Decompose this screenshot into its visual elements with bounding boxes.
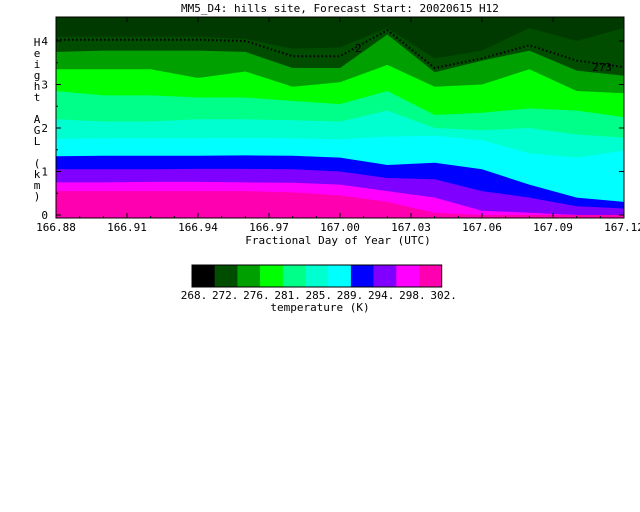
x-tick-label: 166.97 (249, 221, 289, 234)
chart-title: MM5_D4: hills site, Forecast Start: 2002… (181, 2, 499, 15)
y-label-char: i (34, 58, 41, 71)
colorbar-swatch (305, 265, 329, 287)
colorbar-tick-label: 302. (430, 289, 457, 302)
colorbar-swatch (214, 265, 238, 287)
y-label-char: g (34, 69, 41, 82)
temperature-band (56, 191, 624, 218)
colorbar-tick-label: 285. (306, 289, 333, 302)
colorbar-swatch (282, 265, 306, 287)
x-tick-label: 167.03 (391, 221, 431, 234)
x-tick-label: 166.94 (178, 221, 218, 234)
y-label-char: e (34, 47, 41, 60)
y-label-char: h (34, 80, 41, 93)
colorbar-label: temperature (K) (270, 301, 369, 314)
y-axis: 0 1 2 3 4 (41, 35, 624, 222)
colorbar-swatch (328, 265, 352, 287)
colorbar-swatch (260, 265, 284, 287)
y-tick-label: 1 (41, 166, 48, 179)
colorbar-tick-label: 289. (337, 289, 364, 302)
contour-label: 2 (355, 42, 362, 55)
colorbar-swatch (192, 265, 215, 287)
x-tick-label: 167.12 (604, 221, 640, 234)
colorbar-swatch (237, 265, 261, 287)
colorbar-tick-label: 272. (212, 289, 239, 302)
y-tick-label: 0 (41, 209, 48, 222)
colorbar-frame (191, 264, 443, 288)
y-tick-label: 2 (41, 122, 48, 135)
colorbar-tick-label: 276. (243, 289, 270, 302)
x-tick-label: 166.88 (36, 221, 76, 234)
y-tick-label: 4 (41, 35, 48, 48)
colorbar-tick-label: 298. (399, 289, 426, 302)
x-tick-label: 167.00 (320, 221, 360, 234)
y-label-char: t (34, 91, 41, 104)
x-axis-label: Fractional Day of Year (UTC) (245, 234, 430, 247)
x-tick-label: 167.06 (462, 221, 502, 234)
y-label-char: H (34, 36, 41, 49)
y-label-char: ( (34, 157, 41, 170)
colorbar-tick-label: 294. (368, 289, 395, 302)
y-label-char: A (34, 113, 41, 126)
y-label-char: k (34, 168, 41, 181)
contour-label: 273 (592, 61, 612, 74)
colorbar-tick-label: 268. (181, 289, 208, 302)
x-tick-label: 167.09 (533, 221, 573, 234)
colorbar-swatch (419, 265, 442, 287)
y-label-char: ) (34, 190, 41, 203)
y-tick-label: 3 (41, 79, 48, 92)
y-label-char: m (34, 179, 41, 192)
colorbar-swatch (396, 265, 420, 287)
colorbar-swatch (350, 265, 374, 287)
x-tick-label: 166.91 (107, 221, 147, 234)
plot-area: 273 2 (56, 17, 625, 219)
y-label-char: L (34, 135, 41, 148)
colorbar: 268. 272. 276. 281. 285. 289. 294. 298. 302. (181, 264, 457, 302)
y-label-char: G (34, 124, 41, 137)
colorbar-swatch (373, 265, 397, 287)
colorbar-tick-label: 281. (274, 289, 301, 302)
